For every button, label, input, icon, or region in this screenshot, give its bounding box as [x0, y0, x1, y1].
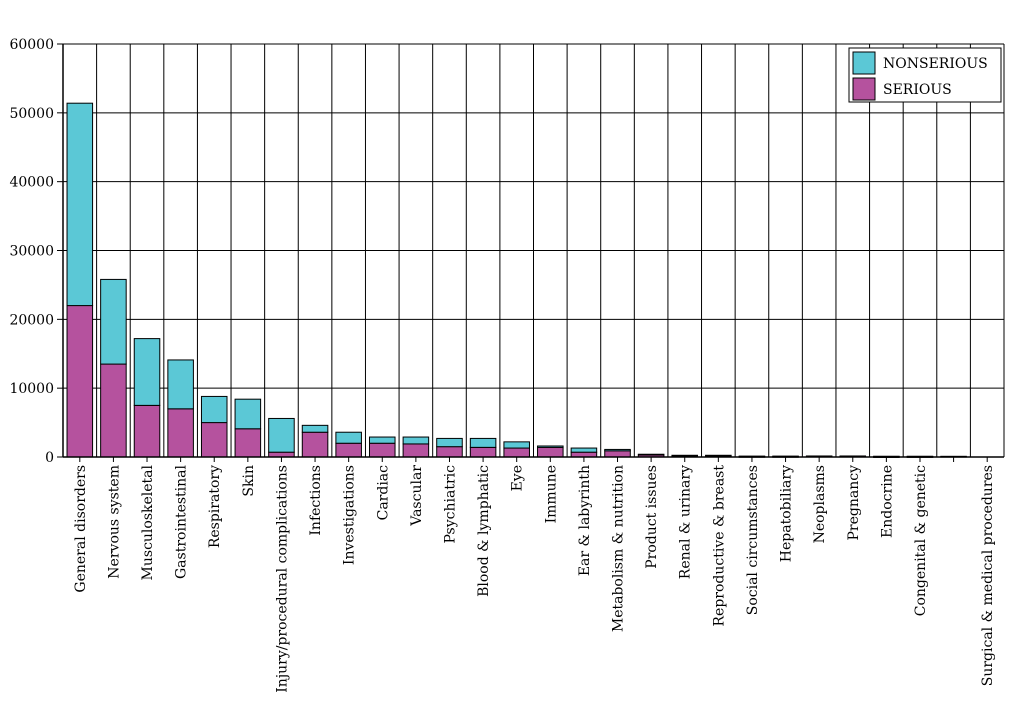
bar-nonserious-12	[469, 437, 497, 448]
x-tick-label: Endocrine	[879, 465, 895, 538]
bar-nonserious-1	[100, 278, 127, 365]
bar-nonserious-9	[368, 436, 396, 444]
bar-nonserious-7	[301, 424, 329, 433]
legend: NONSERIOUS SERIOUS	[848, 47, 1002, 103]
bar-serious-16	[604, 450, 631, 458]
x-tick-label: Cardiac	[375, 465, 391, 521]
y-tick-label: 30000	[9, 244, 54, 260]
bar-serious-14	[537, 446, 564, 458]
x-tick-label: Eye	[510, 465, 526, 491]
x-tick-label: Infections	[308, 465, 324, 536]
bar-serious-7	[301, 431, 329, 458]
bar-serious-2	[133, 404, 161, 458]
bar-nonserious-13	[503, 441, 530, 449]
bar-nonserious-18	[671, 454, 699, 457]
bar-nonserious-2	[133, 338, 161, 406]
y-tick-label: 0	[45, 450, 54, 466]
y-tick-label: 50000	[9, 106, 54, 122]
bar-serious-10	[402, 443, 430, 458]
bar-nonserious-5	[234, 398, 262, 430]
bar-nonserious-11	[436, 437, 463, 448]
x-tick-label: Renal & urinary	[678, 465, 694, 579]
x-tick-label: Injury/procedural complications	[274, 465, 290, 693]
x-tick-label: Ear & labyrinth	[577, 465, 593, 576]
bar-nonserious-3	[167, 359, 194, 410]
x-tick-label: Hepatobiliary	[779, 465, 795, 562]
x-tick-label: Pregnancy	[846, 465, 862, 541]
bar-nonserious-4	[200, 395, 228, 424]
x-tick-label: Vascular	[409, 465, 425, 527]
bar-serious-13	[503, 447, 530, 458]
bar-serious-9	[368, 442, 396, 458]
bar-serious-5	[234, 428, 262, 458]
bar-serious-12	[469, 446, 497, 458]
bars-group	[66, 102, 967, 458]
bar-nonserious-17	[637, 453, 665, 456]
bar-nonserious-15	[570, 447, 598, 453]
y-tick-label: 60000	[9, 37, 54, 53]
bar-serious-11	[436, 446, 463, 458]
x-tick-label: Respiratory	[207, 465, 223, 548]
legend-swatch-serious	[852, 77, 876, 101]
bar-serious-0	[66, 305, 94, 458]
x-tick-label: Immune	[543, 465, 559, 523]
legend-swatch-nonserious	[852, 51, 876, 75]
bar-nonserious-16	[604, 448, 631, 452]
x-tick-label: Musculoskeletal	[140, 464, 156, 580]
x-tick-label: Social circumstances	[745, 465, 761, 615]
x-axis-ticks: General disorders Nervous system Musculosk…	[73, 457, 996, 693]
grid-lines	[62, 43, 1005, 458]
bar-serious-3	[167, 408, 194, 458]
bar-nonserious-0	[66, 102, 94, 307]
legend-label-serious: SERIOUS	[883, 82, 952, 98]
y-axis-ticks: 0 10000 20000 30000 40000 50000 60000	[9, 37, 63, 466]
x-tick-label: Reproductive & breast	[711, 465, 727, 627]
x-tick-label: Surgical & medical procedures	[980, 465, 996, 686]
bar-nonserious-10	[402, 436, 430, 445]
bar-nonserious-6	[268, 417, 295, 453]
x-tick-label: Psychiatric	[442, 465, 458, 544]
bar-nonserious-14	[537, 445, 564, 448]
x-tick-label: Metabolism & nutrition	[611, 465, 627, 632]
x-tick-label: Gastrointestinal	[174, 464, 190, 579]
bar-serious-4	[200, 422, 228, 458]
x-tick-label: Skin	[241, 465, 257, 497]
x-tick-label: Congenital & genetic	[913, 465, 929, 616]
bar-nonserious-19	[705, 454, 732, 457]
y-tick-label: 10000	[9, 381, 54, 397]
x-tick-label: General disorders	[73, 465, 89, 593]
bar-serious-1	[100, 363, 127, 458]
y-tick-label: 40000	[9, 175, 54, 191]
legend-label-nonserious: NONSERIOUS	[883, 56, 988, 72]
x-tick-label: Nervous system	[106, 465, 122, 579]
y-tick-label: 20000	[9, 312, 54, 328]
x-tick-label: Investigations	[342, 465, 358, 565]
bar-serious-8	[335, 442, 362, 458]
bar-nonserious-8	[335, 431, 362, 444]
x-tick-label: Neoplasms	[812, 465, 828, 543]
x-tick-label: Product issues	[644, 465, 660, 569]
x-tick-label: Blood & lymphatic	[476, 465, 492, 597]
